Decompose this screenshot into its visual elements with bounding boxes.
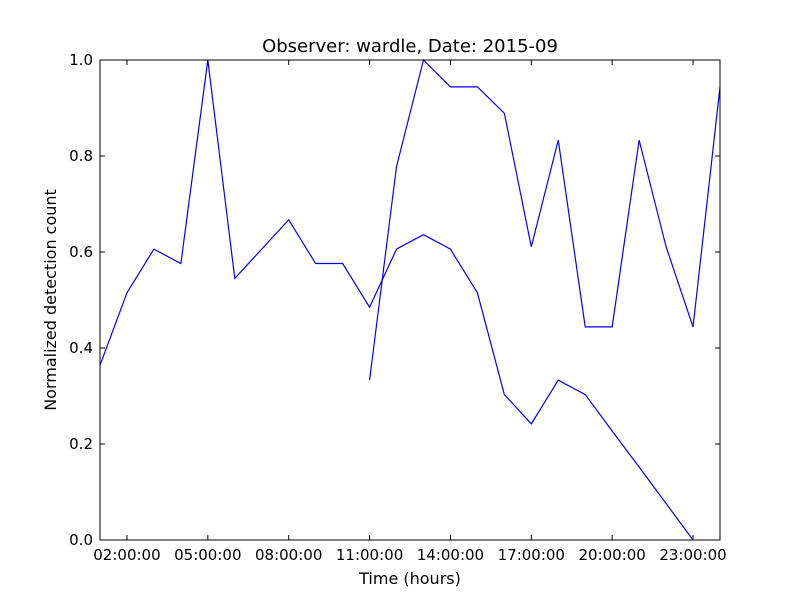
y-axis-label: Normalized detection count	[41, 189, 60, 411]
x-tick-label: 14:00:00	[417, 546, 484, 564]
plot-frame	[99, 59, 721, 541]
y-tick-label: 0.4	[69, 339, 93, 357]
series-layer	[99, 58, 721, 541]
tick-layer: 02:00:00 05:00:00 08:00:00 11:00:00 14:00:00…	[69, 51, 727, 564]
x-axis-label: Time (hours)	[358, 569, 461, 588]
chart-title: Observer: wardle, Date: 2015-09	[262, 36, 558, 57]
y-tick-label: 0.8	[69, 147, 93, 165]
x-tick-label: 08:00:00	[255, 546, 322, 564]
y-tick-label: 1.0	[69, 51, 93, 69]
y-tick-label: 0.6	[69, 243, 93, 261]
x-tick-label: 23:00:00	[659, 546, 726, 564]
series-line-1	[99, 59, 694, 541]
x-tick-label: 02:00:00	[93, 546, 160, 564]
x-tick-label: 20:00:00	[578, 546, 645, 564]
y-tick-label: 0.0	[69, 531, 93, 549]
x-tick-label: 11:00:00	[336, 546, 403, 564]
x-tick-label: 05:00:00	[174, 546, 241, 564]
series-line-2	[368, 58, 721, 381]
y-tick-label: 0.2	[69, 435, 93, 453]
plot-area	[100, 60, 720, 540]
x-tick-label: 17:00:00	[498, 546, 565, 564]
